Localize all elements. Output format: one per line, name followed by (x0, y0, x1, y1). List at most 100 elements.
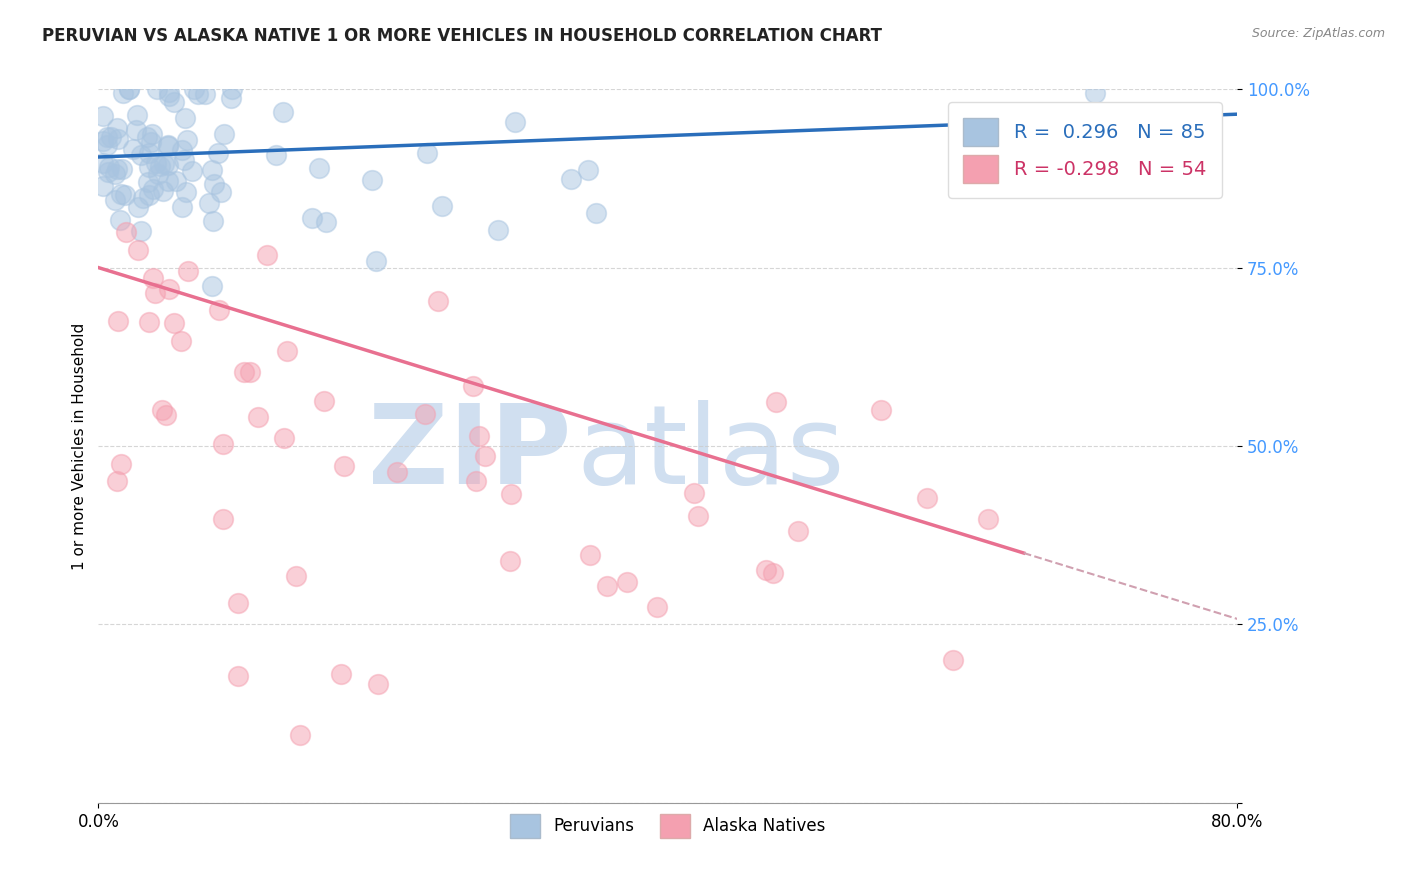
Point (271, 104, 294, 119)
Point (288, 728, 311, 742)
Text: ZIP: ZIP (368, 400, 571, 507)
Point (194, 87, 217, 102)
Point (97, 165, 120, 179)
Point (110, 187, 132, 202)
Point (136, 130, 159, 145)
Point (212, 512, 235, 526)
Point (499, 553, 522, 567)
Point (333, 458, 356, 473)
Point (129, 224, 152, 238)
Point (105, 121, 128, 136)
Point (157, 282, 180, 296)
Point (765, 394, 787, 409)
Point (256, 248, 278, 262)
Point (173, 153, 195, 168)
Point (198, 196, 221, 211)
Point (143, 285, 166, 300)
Point (207, 146, 229, 161)
Text: atlas: atlas (576, 400, 845, 507)
Point (163, 316, 186, 330)
Point (138, 160, 160, 174)
Point (145, 155, 167, 169)
Point (870, 403, 893, 417)
Point (127, 108, 149, 122)
Point (157, 89, 180, 103)
Point (755, 563, 778, 577)
Point (688, 508, 710, 523)
Point (366, 253, 388, 268)
Point (312, 394, 335, 409)
Point (486, 223, 509, 237)
Point (201, 279, 224, 293)
Point (156, 138, 179, 153)
Point (232, 365, 254, 379)
Point (105, 474, 128, 488)
Point (942, 653, 965, 667)
Point (139, 135, 162, 149)
Text: PERUVIAN VS ALASKA NATIVE 1 OR MORE VEHICLES IN HOUSEHOLD CORRELATION CHART: PERUVIAN VS ALASKA NATIVE 1 OR MORE VEHI… (42, 27, 882, 45)
Point (127, 200, 149, 214)
Text: Source: ZipAtlas.com: Source: ZipAtlas.com (1251, 27, 1385, 40)
Point (177, 264, 200, 278)
Point (96, 129, 118, 144)
Point (579, 548, 602, 562)
Point (596, 579, 619, 593)
Point (117, 82, 139, 96)
Point (202, 214, 225, 228)
Point (616, 574, 638, 589)
Point (576, 163, 599, 178)
Point (150, 402, 173, 417)
Point (165, 174, 187, 188)
Point (209, 185, 232, 199)
Point (226, 596, 249, 610)
Point (276, 343, 298, 358)
Point (416, 146, 439, 161)
Point (157, 138, 180, 153)
Point (172, 143, 194, 157)
Point (91, 134, 114, 148)
Point (560, 172, 582, 186)
Point (142, 182, 165, 196)
Point (170, 334, 193, 348)
Point (142, 271, 165, 285)
Point (91, 156, 114, 170)
Point (105, 161, 128, 176)
Point (174, 111, 197, 125)
Point (465, 474, 488, 488)
Point (115, 225, 138, 239)
Point (91, 178, 114, 193)
Point (104, 167, 127, 181)
Point (91, 109, 114, 123)
Point (315, 215, 337, 229)
Point (172, 200, 194, 214)
Point (273, 431, 295, 445)
Point (474, 450, 496, 464)
Point (585, 205, 607, 219)
Point (108, 213, 131, 227)
Point (132, 191, 155, 205)
Point (122, 142, 145, 156)
Point (221, 82, 243, 96)
Point (180, 164, 202, 178)
Point (211, 437, 233, 451)
Point (202, 177, 225, 191)
Point (430, 199, 453, 213)
Point (98, 160, 121, 174)
Point (138, 175, 160, 189)
Point (138, 188, 160, 202)
Point (221, 90, 243, 104)
Point (301, 211, 323, 225)
Point (129, 148, 152, 162)
Point (284, 569, 307, 583)
Point (153, 156, 176, 170)
Point (427, 294, 450, 309)
Point (127, 243, 149, 257)
Point (111, 86, 134, 100)
Point (461, 379, 484, 393)
Point (111, 162, 134, 177)
Point (329, 667, 352, 681)
Point (786, 524, 808, 538)
Point (201, 163, 224, 178)
Point (174, 185, 197, 199)
Point (645, 599, 668, 614)
